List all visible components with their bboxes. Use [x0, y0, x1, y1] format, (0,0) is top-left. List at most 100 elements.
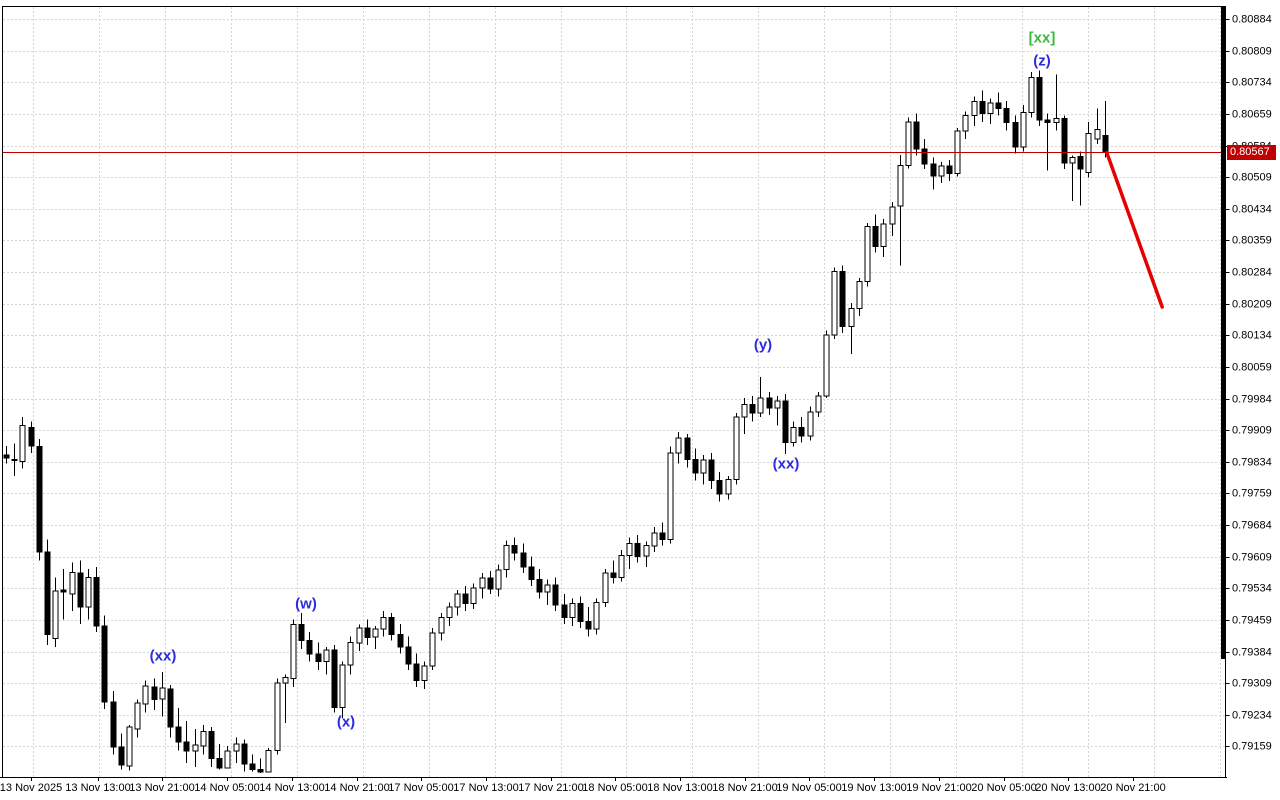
- candle-body-down: [708, 459, 715, 481]
- candle-body-up: [52, 590, 59, 640]
- candle-body-down: [798, 427, 805, 437]
- candle-body-up: [741, 404, 748, 418]
- candle-body-up: [69, 571, 76, 595]
- candle-body-up: [85, 576, 92, 608]
- candle-body-down: [659, 532, 666, 540]
- candle-body-up: [618, 554, 625, 578]
- candle-body-up: [807, 411, 814, 437]
- candle-body-up: [725, 479, 732, 495]
- candle-body-down: [405, 646, 412, 665]
- candle-body-down: [413, 663, 420, 682]
- wave-label-xx[interactable]: (xx): [149, 647, 177, 665]
- candle-body-down: [397, 633, 404, 648]
- candle-body-up: [971, 101, 978, 117]
- candle-body-up: [274, 682, 281, 751]
- candle-body-up: [126, 726, 133, 767]
- time-axis-label: 17 Nov 05:00: [388, 782, 454, 794]
- wave-label-x[interactable]: (x): [336, 713, 356, 731]
- wave-label-y[interactable]: (y): [753, 336, 773, 354]
- time-axis-label: 20 Nov 21:00: [1100, 782, 1166, 794]
- candle-body-down: [175, 726, 182, 743]
- candle-body-down: [331, 649, 338, 708]
- candle-body-up: [1053, 118, 1060, 124]
- candle-body-up: [757, 397, 764, 414]
- price-axis-label: 0.80059: [1232, 361, 1272, 373]
- time-axis-label: 20 Nov 05:00: [971, 782, 1037, 794]
- candle-body-up: [19, 425, 26, 462]
- candle-body-up: [675, 437, 682, 454]
- time-axis-label: 13 Nov 13:00: [65, 782, 131, 794]
- price-axis-label: 0.80734: [1232, 76, 1272, 88]
- time-axis-label: 18 Nov 13:00: [647, 782, 713, 794]
- projection-trend-line: [1105, 150, 1164, 309]
- candle-body-up: [790, 427, 797, 444]
- candle-body-up: [774, 400, 781, 409]
- wave-label-xx[interactable]: [xx]: [1028, 29, 1056, 47]
- candle-body-up: [856, 280, 863, 309]
- candle-body-down: [298, 624, 305, 642]
- candle-body-up: [831, 271, 838, 336]
- candle-body-down: [364, 627, 371, 638]
- candle-body-down: [1036, 77, 1043, 121]
- candle-body-up: [470, 587, 477, 605]
- time-axis-label: 18 Nov 05:00: [582, 782, 648, 794]
- candle-body-down: [839, 271, 846, 327]
- time-axis-label: 19 Nov 21:00: [906, 782, 972, 794]
- candle-body-down: [462, 593, 469, 605]
- candle-body-up: [643, 545, 650, 557]
- candle-body-down: [979, 101, 986, 114]
- candle-body-up: [626, 543, 633, 556]
- time-axis-label: 13 Nov 2025: [0, 782, 63, 794]
- candle-body-up: [733, 416, 740, 481]
- candle-body-down: [36, 446, 43, 553]
- candle-body-down: [913, 121, 920, 150]
- candle-body-down: [388, 616, 395, 635]
- wave-label-xx[interactable]: (xx): [772, 455, 800, 473]
- price-axis-label: 0.79234: [1232, 709, 1272, 721]
- candle-body-up: [905, 121, 912, 166]
- candle-body-up: [864, 226, 871, 282]
- time-axis-label: 19 Nov 05:00: [776, 782, 842, 794]
- time-axis-label: 20 Nov 13:00: [1035, 782, 1101, 794]
- candle-body-up: [479, 577, 486, 589]
- candle-body-up: [897, 164, 904, 207]
- candle-body-down: [101, 625, 108, 703]
- candle-body-down: [93, 576, 100, 627]
- candle-body-down: [60, 589, 67, 593]
- price-axis-label: 0.80659: [1232, 108, 1272, 120]
- price-axis-label: 0.79684: [1232, 519, 1272, 531]
- candle-body-down: [118, 746, 125, 766]
- candle-body-down: [610, 572, 617, 578]
- candle-body-up: [569, 603, 576, 618]
- candle-body-down: [3, 454, 10, 459]
- current-price-badge: 0.80567: [1227, 145, 1276, 160]
- candle-body-up: [848, 307, 855, 327]
- candle-body-up: [987, 102, 994, 114]
- price-axis-highlight-bar: [1221, 7, 1225, 659]
- candle-body-up: [880, 223, 887, 247]
- candle-body-up: [356, 627, 363, 644]
- candle-body-down: [1003, 107, 1010, 124]
- candle-body-down: [921, 148, 928, 165]
- candle-body-down: [561, 604, 568, 618]
- time-axis-label: 14 Nov 05:00: [194, 782, 260, 794]
- candle-body-down: [692, 458, 699, 474]
- wave-label-z[interactable]: (z): [1033, 52, 1051, 70]
- candle-body-up: [438, 616, 445, 634]
- time-axis-label: 14 Nov 21:00: [324, 782, 390, 794]
- candle-body-up: [380, 616, 387, 630]
- time-axis-label: 17 Nov 21:00: [518, 782, 584, 794]
- candle-body-up: [938, 165, 945, 177]
- price-axis-label: 0.80209: [1232, 298, 1272, 310]
- candle-body-down: [110, 701, 117, 748]
- candle-body-down: [995, 102, 1002, 109]
- time-axis-label: 14 Nov 13:00: [259, 782, 325, 794]
- candle-body-up: [503, 545, 510, 571]
- price-axis-label: 0.80809: [1232, 45, 1272, 57]
- candle-body-down: [634, 543, 641, 557]
- wave-label-w[interactable]: (w): [295, 595, 317, 613]
- candle-body-down: [487, 577, 494, 590]
- candle-body-up: [421, 665, 428, 682]
